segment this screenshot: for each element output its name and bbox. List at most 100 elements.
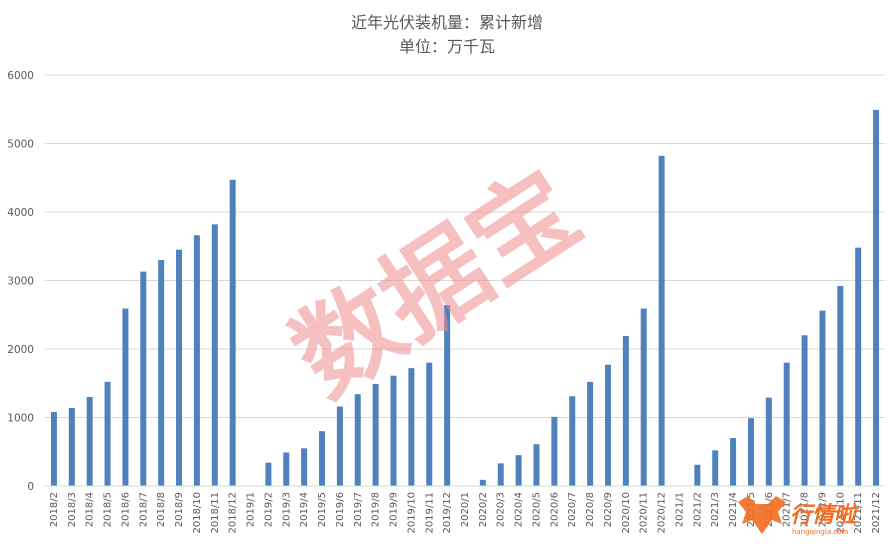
bar	[140, 271, 147, 486]
x-tick-label: 2021/11	[853, 492, 864, 534]
bar	[640, 308, 647, 486]
bar	[265, 462, 272, 486]
y-tick-label: 5000	[7, 139, 34, 151]
bar	[622, 335, 629, 486]
x-tick-label: 2021/9	[817, 492, 828, 527]
bar	[176, 249, 183, 486]
logo-text: 行情啦	[790, 502, 859, 528]
x-tick-label: 2019/3	[281, 492, 292, 527]
x-tick-label: 2018/6	[120, 492, 131, 527]
x-tick-label: 2018/9	[174, 492, 185, 527]
x-tick-label: 2018/2	[49, 492, 60, 527]
x-tick-label: 2019/4	[299, 492, 310, 527]
bar	[569, 396, 576, 486]
x-tick-label: 2018/11	[210, 492, 221, 534]
x-tick-label: 2019/5	[317, 492, 328, 527]
x-tick-label: 2021/12	[871, 492, 882, 534]
x-tick-label: 2019/6	[335, 492, 346, 527]
logo: 行情啦 hangqingla.com	[738, 496, 859, 536]
bar	[336, 406, 343, 486]
bar	[158, 259, 165, 486]
x-tick-label: 2018/12	[228, 492, 239, 534]
bar	[50, 412, 57, 486]
x-tick-label: 2019/8	[371, 492, 382, 527]
bar	[551, 416, 558, 486]
logo-subtext: hangqingla.com	[792, 528, 848, 536]
logo-bull-icon	[738, 496, 786, 534]
x-axis-labels: 2018/2 2018/3 2018/4 2018/5 2018/6 2018/7 2018…	[49, 492, 882, 534]
x-tick-label: 2020/7	[567, 492, 578, 527]
bar	[604, 364, 611, 486]
bar	[229, 179, 236, 486]
x-tick-label: 2019/1	[246, 492, 257, 527]
x-tick-label: 2020/3	[496, 492, 507, 527]
y-axis-ticks: 0 1000 2000 3000 4000 5000 6000	[7, 70, 34, 493]
x-tick-label: 2020/1	[460, 492, 471, 527]
bar	[86, 396, 93, 486]
x-tick-label: 2020/8	[585, 492, 596, 527]
bar	[765, 397, 772, 486]
x-tick-label: 2020/11	[639, 492, 650, 534]
bar	[730, 438, 737, 486]
x-tick-label: 2021/2	[692, 492, 703, 527]
x-tick-label: 2018/3	[67, 492, 78, 527]
x-tick-label: 2018/4	[85, 492, 96, 527]
x-tick-label: 2019/9	[389, 492, 400, 527]
bar	[426, 362, 433, 486]
x-tick-label: 2018/10	[192, 492, 203, 534]
bar	[533, 444, 540, 486]
bar	[354, 394, 361, 486]
x-tick-label: 2019/11	[424, 492, 435, 534]
chart-subtitle: 单位：万千瓦	[399, 37, 495, 56]
bar	[497, 463, 504, 486]
bar	[658, 155, 665, 486]
y-tick-label: 4000	[7, 207, 34, 219]
x-tick-label: 2021/7	[782, 492, 793, 527]
y-tick-label: 2000	[7, 344, 34, 356]
bar	[783, 362, 790, 486]
x-tick-label: 2020/2	[478, 492, 489, 527]
x-tick-label: 2018/7	[138, 492, 149, 527]
x-tick-label: 2020/12	[657, 492, 668, 534]
bar	[301, 448, 308, 486]
x-tick-label: 2019/2	[263, 492, 274, 527]
x-tick-label: 2020/4	[514, 492, 525, 527]
bar	[193, 235, 200, 486]
x-tick-label: 2021/4	[728, 492, 739, 527]
bar	[319, 431, 326, 486]
x-tick-label: 2019/12	[442, 492, 453, 534]
bar	[479, 479, 486, 486]
bar	[855, 247, 862, 486]
bar	[444, 305, 451, 486]
bar	[694, 464, 701, 486]
x-tick-label: 2021/1	[674, 492, 685, 527]
bar	[712, 450, 719, 486]
x-tick-label: 2019/7	[353, 492, 364, 527]
bar	[801, 335, 808, 486]
x-tick-label: 2020/10	[621, 492, 632, 534]
chart-title: 近年光伏装机量：累计新增	[351, 13, 543, 32]
x-tick-label: 2020/9	[603, 492, 614, 527]
bar	[390, 375, 397, 486]
bar	[873, 109, 880, 486]
bar	[515, 455, 522, 486]
y-tick-label: 0	[27, 481, 34, 493]
x-tick-label: 2020/5	[531, 492, 542, 527]
y-tick-label: 3000	[7, 276, 34, 288]
x-tick-label: 2019/10	[406, 492, 417, 534]
x-tick-label: 2021/8	[800, 492, 811, 527]
bar	[837, 285, 844, 486]
bar	[819, 310, 826, 486]
gridlines	[45, 74, 885, 418]
bars	[50, 109, 880, 486]
x-tick-label: 2021/3	[710, 492, 721, 527]
bar	[372, 383, 379, 486]
bar	[211, 224, 218, 486]
bar	[408, 368, 415, 486]
bar	[283, 452, 290, 486]
bar	[122, 308, 129, 486]
bar	[747, 418, 754, 486]
bar	[104, 381, 111, 486]
watermark: 数据宝	[272, 147, 600, 419]
